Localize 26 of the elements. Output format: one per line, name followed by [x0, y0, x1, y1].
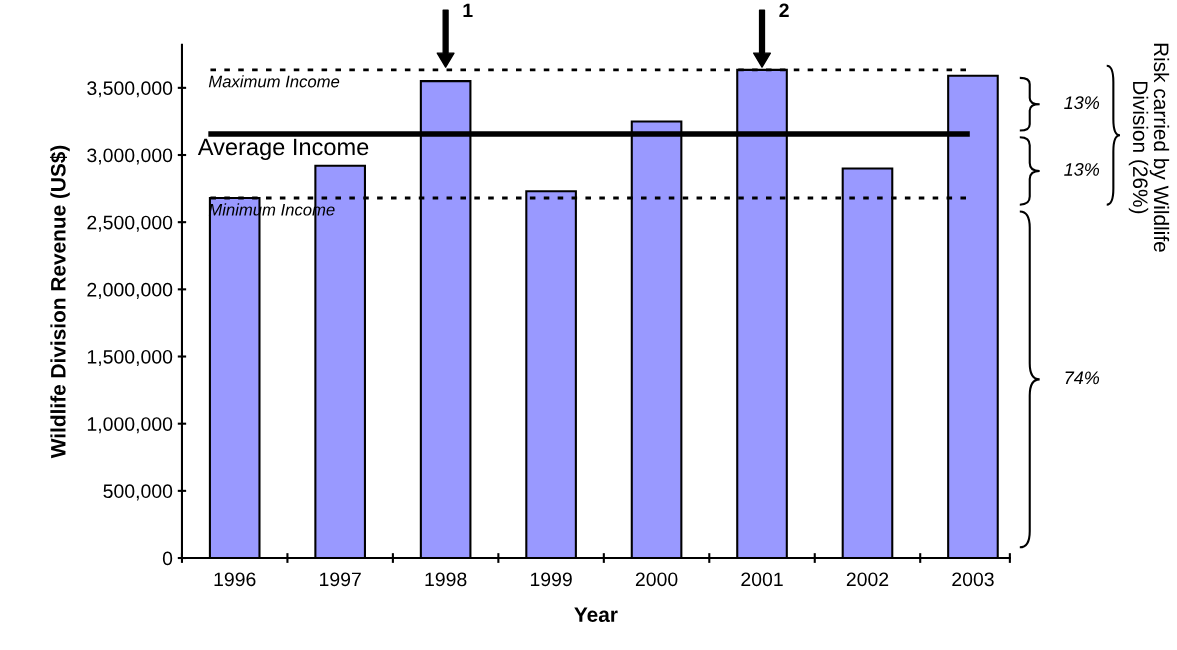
x-tick-label: 1998 [425, 572, 467, 587]
y-tick-label: 500,000 [103, 484, 173, 501]
x-tick-label: 2000 [635, 572, 678, 587]
y-tick-label: 3,000,000 [87, 148, 173, 165]
x-tick-label: 1997 [320, 572, 361, 587]
text: Risk carried by Wildlife Division (26%) [1128, 43, 1170, 252]
annotation: 2 [779, 3, 789, 18]
y-tick-label: 0 [162, 551, 173, 566]
y-axis-title: Wildlife Division Revenue (US$) [49, 145, 70, 459]
annotation: 1 [463, 3, 473, 18]
text: 13% [1064, 163, 1100, 176]
y-tick-label: 1,000,000 [87, 417, 173, 434]
ref-line-label: Maximum Income [208, 75, 340, 88]
x-tick-label: 1999 [530, 572, 572, 587]
y-tick-label: 2,500,000 [87, 215, 173, 232]
x-axis-title: Year [574, 607, 618, 623]
x-tick-label: 2003 [952, 572, 994, 587]
x-tick-label: 2002 [846, 572, 889, 587]
x-tick-label: 2001 [741, 572, 783, 587]
text: 74% [1065, 371, 1100, 385]
text: 13% [1064, 96, 1100, 110]
y-tick-label: 2,000,000 [87, 282, 173, 299]
y-tick-label: 3,500,000 [87, 81, 173, 98]
ref-line-label: Average Income [197, 138, 369, 160]
y-tick-label: 1,500,000 [87, 349, 173, 367]
x-tick-label: 1996 [214, 572, 256, 587]
